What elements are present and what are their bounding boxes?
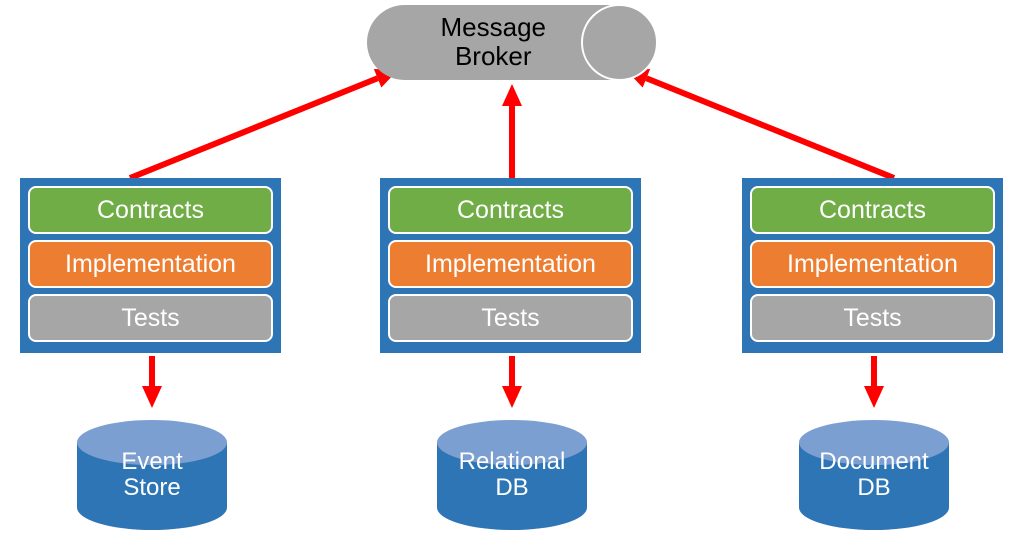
implementation-slot: Implementation	[388, 240, 633, 288]
implementation-slot: Implementation	[750, 240, 995, 288]
implementation-slot: Implementation	[28, 240, 273, 288]
tests-slot: Tests	[750, 294, 995, 342]
tests-slot: Tests	[28, 294, 273, 342]
service-module: Contracts Implementation Tests	[380, 178, 641, 353]
contracts-slot: Contracts	[28, 186, 273, 234]
contracts-slot: Contracts	[750, 186, 995, 234]
service-module: Contracts Implementation Tests	[20, 178, 281, 353]
service-module: Contracts Implementation Tests	[742, 178, 1003, 353]
tests-slot: Tests	[388, 294, 633, 342]
contracts-slot: Contracts	[388, 186, 633, 234]
